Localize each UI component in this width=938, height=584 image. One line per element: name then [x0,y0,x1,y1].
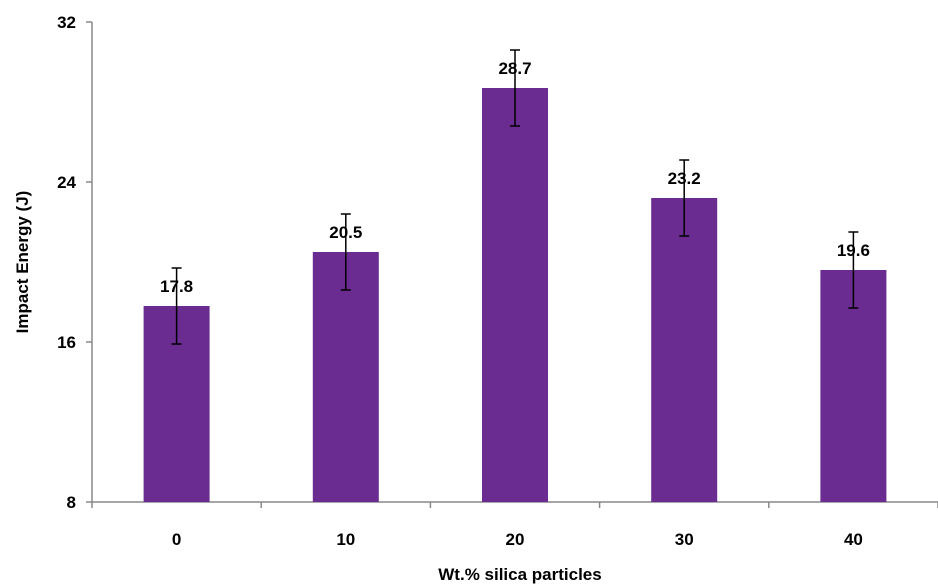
x-tick-label: 20 [506,530,525,549]
y-tick-label: 16 [57,333,76,352]
bar [651,198,718,502]
x-tick-label: 40 [844,530,863,549]
bar [312,252,379,502]
labels: 8 16 24 32 17.8 0 20.5 10 28.7 20 23.2 30 19.6 40 [57,13,870,549]
y-axis-title: Impact Energy (J) [13,191,32,334]
data-label: 20.5 [329,223,362,242]
bar [482,88,548,502]
y-tick-label: 8 [67,493,76,512]
bars [143,49,887,502]
x-tick-label: 10 [336,530,355,549]
y-tick-label: 24 [57,173,76,192]
x-tick-label: 30 [675,530,694,549]
x-tick-label: 0 [172,530,181,549]
data-label: 28.7 [498,59,531,78]
x-axis-title: Wt.% silica particles [438,565,601,584]
data-label: 23.2 [668,169,701,188]
data-label: 17.8 [160,277,193,296]
y-tick-label: 32 [57,13,76,32]
data-label: 19.6 [837,241,870,260]
